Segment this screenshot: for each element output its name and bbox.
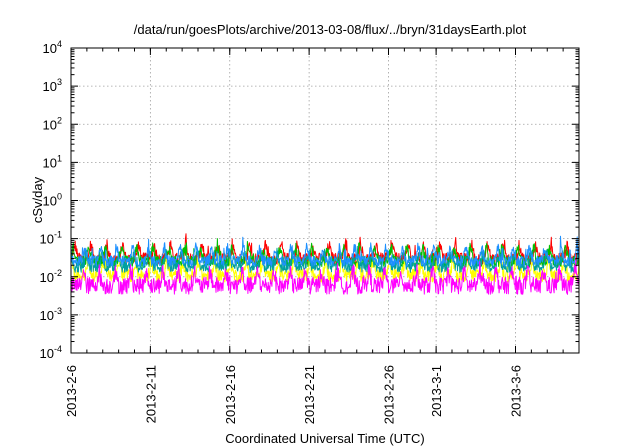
y-tick-label-exponent: -3 bbox=[54, 306, 62, 316]
x-tick-label: 2013-3-6 bbox=[509, 365, 524, 417]
y-axis-label: cSv/day bbox=[30, 176, 45, 223]
x-axis-label: Coordinated Universal Time (UTC) bbox=[225, 431, 424, 446]
y-tick-label: 10-3 bbox=[40, 306, 62, 323]
y-tick-label-exponent: 4 bbox=[57, 39, 62, 49]
y-tick-label-exponent: 3 bbox=[57, 77, 62, 87]
y-tick-label: 102 bbox=[43, 115, 62, 132]
chart-title: /data/run/goesPlots/archive/2013-03-08/f… bbox=[134, 22, 527, 37]
y-tick-label: 101 bbox=[43, 153, 62, 170]
x-tick-label: 2013-2-6 bbox=[64, 365, 79, 417]
y-tick-label-base: 10 bbox=[40, 346, 54, 361]
y-tick-label-exponent: -2 bbox=[54, 268, 62, 278]
y-tick-label-exponent: -1 bbox=[54, 230, 62, 240]
series-line bbox=[70, 260, 580, 295]
y-tick-label-exponent: 0 bbox=[57, 192, 62, 202]
y-tick-label-base: 10 bbox=[43, 79, 57, 94]
y-tick-label: 10-2 bbox=[40, 268, 62, 285]
x-tick-label: 2013-2-26 bbox=[382, 365, 397, 424]
y-tick-label-exponent: -4 bbox=[54, 344, 62, 354]
y-tick-label-base: 10 bbox=[43, 117, 57, 132]
y-tick-label-exponent: 2 bbox=[57, 115, 62, 125]
y-tick-label-base: 10 bbox=[43, 41, 57, 56]
y-tick-label-base: 10 bbox=[40, 308, 54, 323]
x-tick-label: 2013-2-11 bbox=[143, 365, 158, 423]
series-group bbox=[70, 233, 580, 295]
y-tick-label: 103 bbox=[43, 77, 62, 94]
y-tick-label-base: 10 bbox=[43, 155, 57, 170]
y-tick-label-base: 10 bbox=[40, 270, 54, 285]
y-tick-label-base: 10 bbox=[40, 232, 54, 247]
y-tick-label: 104 bbox=[43, 39, 62, 56]
grid bbox=[70, 48, 579, 353]
y-tick-label: 10-1 bbox=[40, 230, 62, 247]
y-tick-label: 100 bbox=[43, 192, 62, 209]
x-tick-label: 2013-3-1 bbox=[429, 365, 444, 417]
y-tick-label-exponent: 1 bbox=[57, 153, 62, 163]
y-tick-label-base: 10 bbox=[43, 194, 57, 209]
x-tick-label: 2013-2-16 bbox=[223, 365, 238, 424]
y-tick-label: 10-4 bbox=[40, 344, 62, 361]
series-line bbox=[70, 235, 580, 267]
series-line bbox=[70, 245, 580, 273]
x-tick-label: 2013-2-21 bbox=[302, 365, 317, 424]
